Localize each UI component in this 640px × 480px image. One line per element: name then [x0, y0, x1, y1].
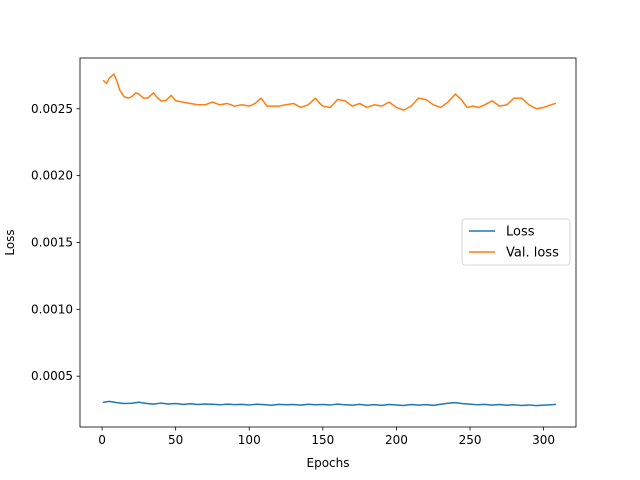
legend: Loss Val. loss — [461, 218, 571, 266]
x-tick-label: 250 — [459, 433, 482, 447]
y-axis-label: Loss — [3, 229, 17, 255]
x-tick-label: 150 — [311, 433, 334, 447]
y-tick-label: 0.0025 — [31, 102, 73, 116]
y-tick-label: 0.0020 — [31, 169, 73, 183]
x-axis-label: Epochs — [307, 456, 350, 470]
x-tick-label: 0 — [98, 433, 106, 447]
series-line-loss — [102, 400, 557, 407]
axes: 0 50 100 150 200 250 300 0.0005 0.0010 0.0015 0.00… — [31, 57, 577, 447]
legend-label-loss: Loss — [506, 225, 535, 240]
y-tick-label: 0.0015 — [31, 236, 73, 250]
x-tick-label: 300 — [532, 433, 555, 447]
legend-label-val-loss: Val. loss — [506, 246, 559, 261]
plot-area — [102, 73, 557, 407]
x-tick-label: 200 — [385, 433, 408, 447]
x-tick-label: 100 — [238, 433, 261, 447]
y-tick-label: 0.0005 — [31, 369, 73, 383]
y-tick-label: 0.0010 — [31, 302, 73, 316]
series-line-val-loss — [102, 73, 557, 111]
x-tick-label: 50 — [168, 433, 183, 447]
